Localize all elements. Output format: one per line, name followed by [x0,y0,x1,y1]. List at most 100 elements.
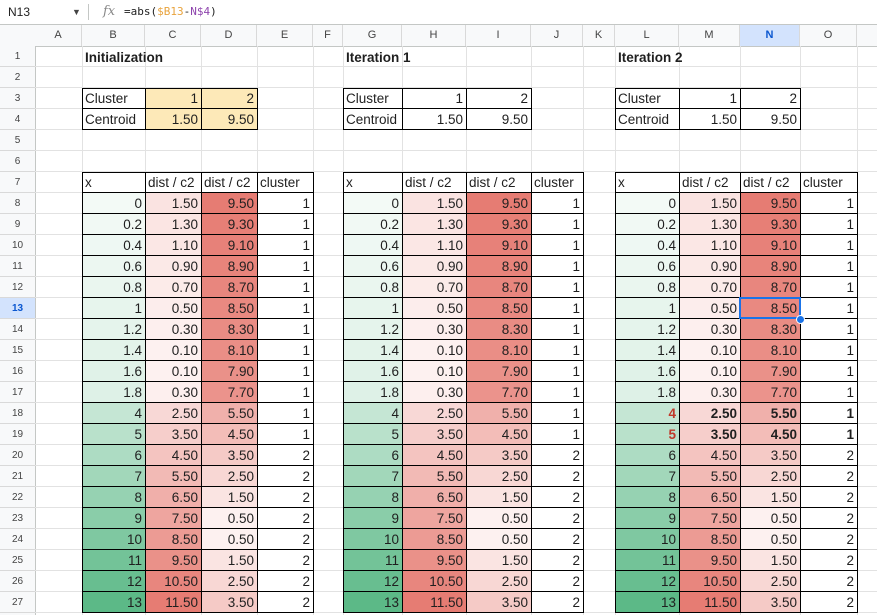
cluster-value: 2 [800,508,857,529]
undefined [82,570,314,571]
dist-c2-value: 1.50 [740,487,800,508]
row-header-24[interactable]: 24 [0,529,35,550]
row-header-3[interactable]: 3 [0,88,35,109]
row-header-27[interactable]: 27 [0,592,35,613]
cluster-value: 1 [800,193,857,214]
name-box[interactable]: N13 [8,5,31,19]
row-header-5[interactable]: 5 [0,130,35,151]
row-header-12[interactable]: 12 [0,277,35,298]
column-header-a[interactable]: A [35,25,82,46]
column-header-j[interactable]: J [531,25,583,46]
row-header-16[interactable]: 16 [0,361,35,382]
undefined [343,172,344,613]
row-header-15[interactable]: 15 [0,340,35,361]
column-header-c[interactable]: C [145,25,201,46]
x-value: 5 [82,424,145,445]
dist-c1-value: 0.70 [679,277,740,298]
row-header-2[interactable]: 2 [0,67,35,88]
row-header-1[interactable]: 1 [0,46,35,67]
dist-c2-value: 8.90 [740,256,800,277]
formula-input[interactable]: =abs($B13-N$4) [124,0,217,24]
x-value: 0.2 [615,214,679,235]
dist-c2-value: 0.50 [740,529,800,550]
row-header-18[interactable]: 18 [0,403,35,424]
row-header-23[interactable]: 23 [0,508,35,529]
column-header-h[interactable]: H [402,25,466,46]
dist-c1-value: 8.50 [145,529,201,550]
cluster-id: 1 [402,88,466,109]
row-header-13[interactable]: 13 [0,298,35,319]
row-header-11[interactable]: 11 [0,256,35,277]
x-value: 7 [615,466,679,487]
undefined [82,192,314,193]
dist-c1-value: 9.50 [402,550,466,571]
row-header-22[interactable]: 22 [0,487,35,508]
row-header-6[interactable]: 6 [0,151,35,172]
row-header-14[interactable]: 14 [0,319,35,340]
dist-c2-value: 8.70 [740,277,800,298]
undefined [740,172,741,613]
centroid-label: Centroid [82,109,145,130]
row-header-20[interactable]: 20 [0,445,35,466]
dist-c1-value: 0.10 [145,361,201,382]
name-box-dropdown-icon[interactable]: ▼ [72,7,81,17]
x-value: 1.6 [343,361,402,382]
cluster-value: 2 [257,550,313,571]
cluster-value: 1 [257,340,313,361]
formula-part: - [183,5,191,18]
row-header-19[interactable]: 19 [0,424,35,445]
dist-c2-value: 5.50 [466,403,531,424]
dist-c1-value: 11.50 [679,592,740,613]
dist-c2-value: 2.50 [740,466,800,487]
column-header-i[interactable]: I [466,25,531,46]
column-header-f[interactable]: F [313,25,343,46]
column-header-g[interactable]: G [343,25,402,46]
table-header: dist / c2 [740,172,800,193]
row-header-9[interactable]: 9 [0,214,35,235]
row-header-17[interactable]: 17 [0,382,35,403]
fill-handle[interactable] [796,315,805,324]
x-value: 1.8 [615,382,679,403]
undefined [343,402,584,403]
undefined [615,612,858,613]
row-header-21[interactable]: 21 [0,466,35,487]
undefined [343,360,584,361]
row-header-10[interactable]: 10 [0,235,35,256]
cluster-value: 1 [257,298,313,319]
cluster-value: 1 [531,256,583,277]
row-header-26[interactable]: 26 [0,571,35,592]
undefined [313,172,314,613]
x-value: 0.4 [343,235,402,256]
column-header-l[interactable]: L [615,25,679,46]
undefined [615,570,858,571]
formula-bar-divider [88,4,89,20]
column-header-m[interactable]: M [679,25,740,46]
column-header-d[interactable]: D [201,25,257,46]
dist-c2-value: 0.50 [201,508,257,529]
row-header-4[interactable]: 4 [0,109,35,130]
row-header-25[interactable]: 25 [0,550,35,571]
undefined [343,486,584,487]
column-header-k[interactable]: K [583,25,615,46]
x-value: 0.6 [615,256,679,277]
dist-c1-value: 1.10 [679,235,740,256]
dist-c1-value: 0.10 [402,340,466,361]
centroid-value: 1.50 [145,109,201,130]
dist-c1-value: 11.50 [402,592,466,613]
undefined [82,129,258,130]
column-header-e[interactable]: E [257,25,313,46]
cluster-id: 2 [201,88,257,109]
column-header-o[interactable]: O [800,25,857,46]
table-header: dist / c2 [402,172,466,193]
dist-c2-value: 0.50 [740,508,800,529]
row-header-7[interactable]: 7 [0,172,35,193]
dist-c1-value: 0.30 [402,319,466,340]
x-value: 9 [343,508,402,529]
row-header-8[interactable]: 8 [0,193,35,214]
undefined [343,549,584,550]
x-value: 8 [343,487,402,508]
undefined [343,276,584,277]
column-header-b[interactable]: B [82,25,145,46]
column-header-n[interactable]: N [740,25,800,46]
undefined [343,612,584,613]
